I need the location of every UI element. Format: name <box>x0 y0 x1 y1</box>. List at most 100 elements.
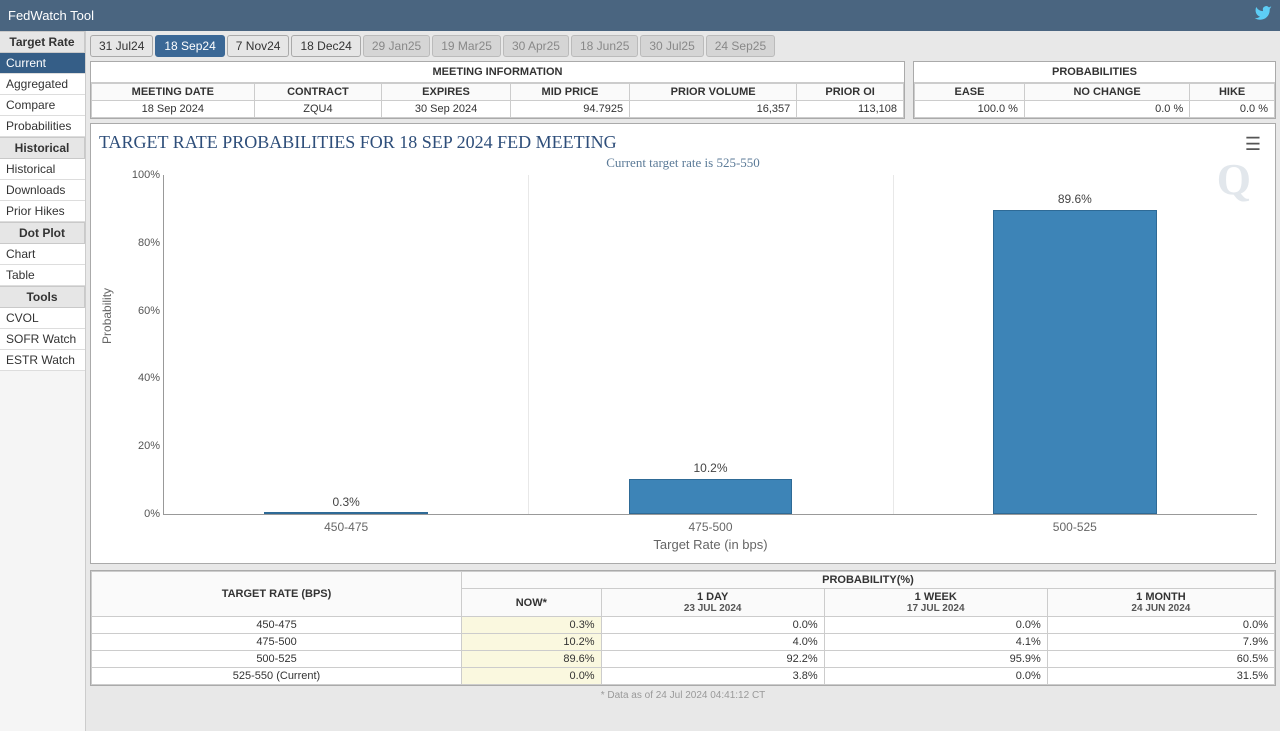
period-header: 1 DAY23 JUL 2024 <box>601 589 824 617</box>
y-tick-label: 40% <box>124 372 160 384</box>
probability-cell: 0.0% <box>462 668 602 685</box>
sidebar-item-cvol[interactable]: CVOL <box>0 308 85 329</box>
y-tick-label: 60% <box>124 305 160 317</box>
meeting-cell: 30 Sep 2024 <box>382 101 511 118</box>
target-rate-label: 500-525 <box>92 651 462 668</box>
period-header: 1 MONTH24 JUN 2024 <box>1047 589 1274 617</box>
probability-cell: 3.8% <box>601 668 824 685</box>
grid-line <box>528 175 529 514</box>
date-tab[interactable]: 18 Jun25 <box>571 35 638 57</box>
date-tabs: 31 Jul2418 Sep247 Nov2418 Dec2429 Jan251… <box>90 35 1276 57</box>
bar-value-label: 89.6% <box>1025 192 1125 206</box>
chart-bar[interactable] <box>629 479 793 514</box>
meeting-cell: ZQU4 <box>254 101 382 118</box>
meeting-cell: 94.7925 <box>510 101 629 118</box>
meeting-cell: 18 Sep 2024 <box>92 101 255 118</box>
prob-col-header: EASE <box>915 84 1025 101</box>
meeting-col-header: PRIOR VOLUME <box>630 84 797 101</box>
date-tab[interactable]: 7 Nov24 <box>227 35 290 57</box>
x-category-label: 475-500 <box>651 520 771 534</box>
x-category-label: 500-525 <box>1015 520 1135 534</box>
probability-cell: 0.3% <box>462 617 602 634</box>
prob-cell: 0.0 % <box>1190 101 1275 118</box>
meeting-cell: 113,108 <box>797 101 904 118</box>
meeting-col-header: CONTRACT <box>254 84 382 101</box>
date-tab[interactable]: 29 Jan25 <box>363 35 430 57</box>
probability-cell: 31.5% <box>1047 668 1274 685</box>
sidebar-section-header: Tools <box>0 286 85 308</box>
twitter-icon[interactable] <box>1254 4 1272 27</box>
y-tick-label: 20% <box>124 440 160 452</box>
probability-cell: 4.1% <box>824 634 1047 651</box>
probability-cell: 95.9% <box>824 651 1047 668</box>
sidebar-item-current[interactable]: Current <box>0 53 85 74</box>
probability-cell: 4.0% <box>601 634 824 651</box>
sidebar-item-estr-watch[interactable]: ESTR Watch <box>0 350 85 371</box>
bar-value-label: 10.2% <box>661 461 761 475</box>
y-axis-label: Probability <box>100 288 114 344</box>
probability-cell: 10.2% <box>462 634 602 651</box>
chart-title: TARGET RATE PROBABILITIES FOR 18 SEP 202… <box>99 132 1267 153</box>
sidebar-item-compare[interactable]: Compare <box>0 95 85 116</box>
app-header: FedWatch Tool <box>0 0 1280 31</box>
probability-cell: 60.5% <box>1047 651 1274 668</box>
probabilities-title: PROBABILITIES <box>914 62 1275 83</box>
sidebar-item-table[interactable]: Table <box>0 265 85 286</box>
sidebar-item-probabilities[interactable]: Probabilities <box>0 116 85 137</box>
x-axis-label: Target Rate (in bps) <box>653 537 767 552</box>
chart-container: ☰ TARGET RATE PROBABILITIES FOR 18 SEP 2… <box>90 123 1276 564</box>
chart-bar[interactable] <box>993 210 1157 514</box>
target-rate-label: 525-550 (Current) <box>92 668 462 685</box>
sidebar-item-sofr-watch[interactable]: SOFR Watch <box>0 329 85 350</box>
probability-cell: 0.0% <box>824 668 1047 685</box>
sidebar: Target RateCurrentAggregatedCompareProba… <box>0 31 86 731</box>
chart-bar[interactable] <box>264 512 428 514</box>
data-footnote: * Data as of 24 Jul 2024 04:41:12 CT <box>90 686 1276 701</box>
meeting-cell: 16,357 <box>630 101 797 118</box>
probability-cell: 7.9% <box>1047 634 1274 651</box>
sidebar-item-downloads[interactable]: Downloads <box>0 180 85 201</box>
chart-plot: Target Rate (in bps) 0%20%40%60%80%100%0… <box>163 175 1257 515</box>
y-tick-label: 0% <box>124 508 160 520</box>
date-tab[interactable]: 30 Apr25 <box>503 35 569 57</box>
date-tab[interactable]: 30 Jul25 <box>640 35 703 57</box>
probability-cell: 92.2% <box>601 651 824 668</box>
date-tab[interactable]: 31 Jul24 <box>90 35 153 57</box>
meeting-col-header: EXPIRES <box>382 84 511 101</box>
date-tab[interactable]: 18 Dec24 <box>291 35 360 57</box>
prob-cell: 0.0 % <box>1024 101 1189 118</box>
target-rate-label: 450-475 <box>92 617 462 634</box>
chart-subtitle: Current target rate is 525-550 <box>99 155 1267 171</box>
date-tab[interactable]: 19 Mar25 <box>432 35 501 57</box>
probabilities-table: EASENO CHANGEHIKE100.0 %0.0 %0.0 % <box>914 83 1275 118</box>
date-tab[interactable]: 18 Sep24 <box>155 35 224 57</box>
probability-cell: 0.0% <box>601 617 824 634</box>
probability-cell: 89.6% <box>462 651 602 668</box>
sidebar-item-chart[interactable]: Chart <box>0 244 85 265</box>
period-header: 1 WEEK17 JUL 2024 <box>824 589 1047 617</box>
probabilities-box: PROBABILITIES EASENO CHANGEHIKE100.0 %0.… <box>913 61 1276 119</box>
sidebar-item-prior-hikes[interactable]: Prior Hikes <box>0 201 85 222</box>
sidebar-item-historical[interactable]: Historical <box>0 159 85 180</box>
period-header: NOW* <box>462 589 602 617</box>
prob-cell: 100.0 % <box>915 101 1025 118</box>
app-title: FedWatch Tool <box>8 8 94 23</box>
probability-table-box: TARGET RATE (BPS)PROBABILITY(%)NOW*1 DAY… <box>90 570 1276 686</box>
meeting-col-header: MEETING DATE <box>92 84 255 101</box>
main-content: 31 Jul2418 Sep247 Nov2418 Dec2429 Jan251… <box>86 31 1280 731</box>
target-rate-label: 475-500 <box>92 634 462 651</box>
sidebar-section-header: Target Rate <box>0 31 85 53</box>
sidebar-section-header: Historical <box>0 137 85 159</box>
prob-col-header: NO CHANGE <box>1024 84 1189 101</box>
probability-group-header: PROBABILITY(%) <box>462 572 1275 589</box>
meeting-col-header: MID PRICE <box>510 84 629 101</box>
prob-col-header: HIKE <box>1190 84 1275 101</box>
sidebar-item-aggregated[interactable]: Aggregated <box>0 74 85 95</box>
probability-cell: 0.0% <box>1047 617 1274 634</box>
grid-line <box>893 175 894 514</box>
sidebar-section-header: Dot Plot <box>0 222 85 244</box>
chart-menu-icon[interactable]: ☰ <box>1245 134 1261 155</box>
chart-area: Probability Target Rate (in bps) 0%20%40… <box>149 175 1257 555</box>
meeting-info-title: MEETING INFORMATION <box>91 62 904 83</box>
date-tab[interactable]: 24 Sep25 <box>706 35 775 57</box>
